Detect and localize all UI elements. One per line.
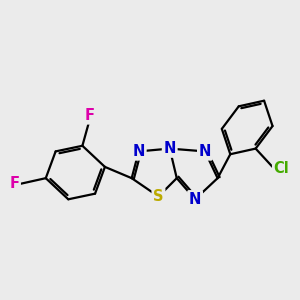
Text: S: S [153,189,164,204]
Text: F: F [84,108,94,123]
Text: N: N [164,141,176,156]
Text: N: N [133,144,145,159]
Text: F: F [9,176,19,191]
Text: Cl: Cl [274,161,290,176]
Text: N: N [199,144,211,159]
Text: N: N [189,192,201,207]
